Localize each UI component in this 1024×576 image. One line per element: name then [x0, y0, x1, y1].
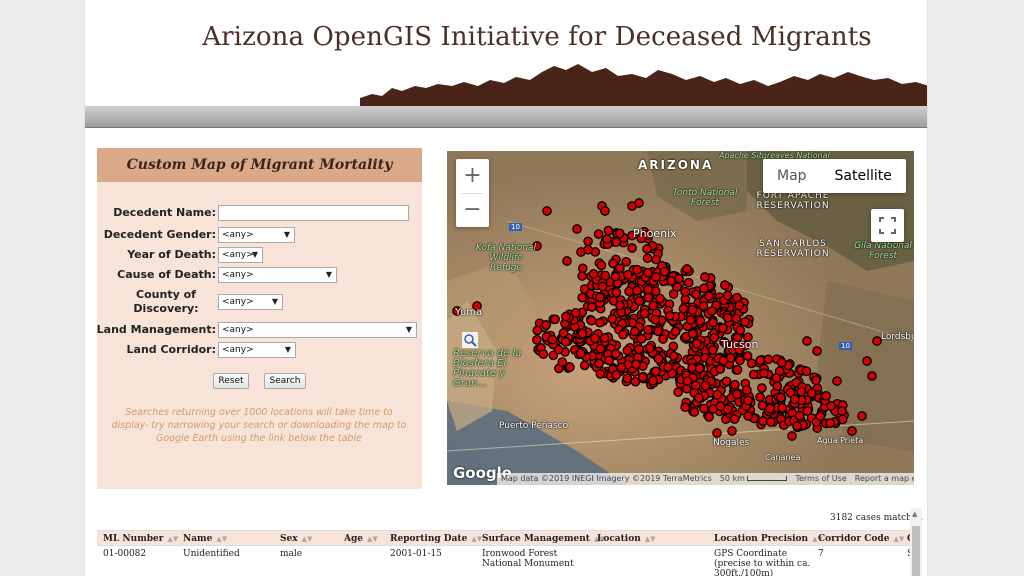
cases-count: 3182 cases matched: [830, 513, 924, 523]
label-fort-apache: FORT APACHE RESERVATION: [756, 191, 830, 211]
cause-of-death-label: Cause of Death:: [117, 268, 216, 281]
search-note: Searches returning over 1000 locations w…: [111, 407, 407, 444]
county-of-discovery-label: County of Discovery:: [133, 288, 199, 315]
migrant-markers: [452, 198, 882, 441]
column-name[interactable]: Name ▲▼: [183, 534, 228, 544]
search-button[interactable]: Search: [264, 373, 306, 389]
cell-surface-management: Ironwood Forest National Monument: [482, 549, 574, 569]
cell-location-precision: GPS Coordinate (precise to within ca. 30…: [714, 549, 811, 576]
label-tonto: Tonto National Forest: [672, 188, 738, 208]
land-corridor-row: Land Corridor: <any>: [97, 342, 422, 360]
column-corridor-code[interactable]: Corridor Code ▲▼: [818, 534, 905, 544]
report-map-error-link[interactable]: Report a map error: [854, 474, 914, 483]
panel-title: Custom Map of Migrant Mortality: [97, 148, 422, 182]
map-type-satellite-button[interactable]: Satellite: [834, 168, 892, 184]
magnify-icon[interactable]: [462, 332, 478, 348]
map-type-map-button[interactable]: Map: [777, 168, 807, 184]
cell-reporting-date: 2001-01-15: [390, 549, 442, 559]
column-ml-number[interactable]: ML Number ▲▼: [103, 534, 179, 544]
zoom-in-button[interactable]: +: [463, 163, 482, 188]
mortality-map[interactable]: ARIZONA Apache Sitgreaves National Tonto…: [447, 151, 914, 485]
fullscreen-button[interactable]: [871, 209, 904, 242]
zoom-out-button[interactable]: −: [463, 197, 482, 222]
year-of-death-row: Year of Death: <any>: [97, 247, 422, 265]
land-management-row: Land Management: <any>: [97, 322, 422, 340]
year-of-death-select[interactable]: <any>: [218, 247, 263, 263]
label-gila: Gila National Forest: [854, 241, 912, 261]
year-of-death-label: Year of Death:: [127, 248, 216, 261]
label-tucson: Tucson: [721, 338, 759, 351]
decedent-name-label: Decedent Name:: [113, 206, 216, 219]
zoom-control: + −: [456, 159, 489, 227]
map-data-attribution: Map data ©2019 INEGI Imagery ©2019 Terra…: [501, 474, 712, 483]
county-of-discovery-row: County of Discovery: <any>: [97, 288, 422, 315]
reset-button[interactable]: Reset: [213, 373, 249, 389]
scale-label: 50 km: [719, 474, 745, 483]
map-type-control: Map Satellite: [763, 159, 906, 193]
cell-name: Unidentified: [183, 549, 240, 559]
column-reporting-date[interactable]: Reporting Date ▲▼: [390, 534, 483, 544]
cell-sex: male: [280, 549, 303, 559]
land-management-label: Land Management:: [96, 323, 216, 336]
cause-of-death-row: Cause of Death: <any>: [97, 267, 422, 285]
label-arizona: ARIZONA: [638, 158, 714, 172]
label-phoenix: Phoenix: [633, 227, 677, 240]
label-yuma: Yuma: [455, 307, 483, 318]
label-apache-sitgreaves: Apache Sitgreaves National: [719, 151, 830, 160]
satellite-terrain: [447, 151, 914, 485]
label-cananea: Cananea: [765, 453, 801, 462]
label-kofa: Kofa National Wildlife Refuge: [475, 243, 537, 273]
land-management-select[interactable]: <any>: [218, 322, 417, 338]
nav-bar: [85, 106, 927, 128]
scroll-thumb[interactable]: [912, 526, 920, 576]
map-scale: 50 km: [716, 473, 792, 485]
land-corridor-label: Land Corridor:: [126, 343, 216, 356]
route-10-shield-icon: 10: [509, 223, 522, 231]
page: Arizona OpenGIS Initiative for Deceased …: [84, 0, 928, 576]
decedent-gender-label: Decedent Gender:: [103, 228, 216, 241]
route-10-shield-icon: 10: [839, 342, 852, 350]
site-title: Arizona OpenGIS Initiative for Deceased …: [202, 22, 872, 52]
cell-corridor-code: 7: [818, 549, 824, 559]
column-location[interactable]: Location ▲▼: [597, 534, 656, 544]
column-surface-management[interactable]: Surface Management ▲▼: [482, 534, 605, 544]
land-corridor-select[interactable]: <any>: [218, 342, 296, 358]
column-location-precision[interactable]: Location Precision ▲▼: [714, 534, 823, 544]
label-nogales: Nogales: [713, 438, 750, 448]
terms-of-use-link[interactable]: Terms of Use: [795, 474, 847, 483]
cause-of-death-select[interactable]: <any>: [218, 267, 337, 283]
label-agua-prieta: Agua Prieta: [817, 436, 864, 445]
zoom-separator: [461, 193, 484, 194]
decedent-name-row: Decedent Name:: [97, 205, 422, 223]
county-of-discovery-select[interactable]: <any>: [218, 294, 283, 310]
column-c[interactable]: C: [907, 531, 911, 547]
cell-ml-number: 01-00082: [103, 549, 147, 559]
decedent-name-input[interactable]: [218, 205, 409, 221]
site-header: Arizona OpenGIS Initiative for Deceased …: [85, 0, 927, 106]
mountain-silhouette-icon: [360, 64, 927, 106]
column-sex[interactable]: Sex ▲▼: [280, 534, 313, 544]
label-reserva: Reserva de la Biosfera El Pinacate y Gra…: [453, 348, 522, 389]
label-puerto-penasco: Puerto Peñasco: [499, 421, 569, 431]
fullscreen-icon: [879, 217, 896, 234]
label-lordsburg: Lordsbu: [881, 332, 914, 342]
cell-c: S: [907, 549, 911, 559]
decedent-gender-select[interactable]: <any>: [218, 227, 295, 243]
table-header: ML Number ▲▼ Name ▲▼ Sex ▲▼ Age ▲▼ Reporting…: [97, 530, 911, 546]
results-table: ML Number ▲▼ Name ▲▼ Sex ▲▼ Age ▲▼ Reporting…: [97, 530, 911, 576]
decedent-gender-row: Decedent Gender: <any>: [97, 227, 422, 245]
search-panel: Custom Map of Migrant Mortality Decedent…: [97, 148, 422, 489]
column-age[interactable]: Age ▲▼: [344, 534, 378, 544]
map-attribution: Map data ©2019 INEGI Imagery ©2019 Terra…: [497, 473, 914, 485]
label-san-carlos: SAN CARLOS RESERVATION: [756, 239, 830, 259]
results-scrollbar[interactable]: ▲: [910, 508, 922, 576]
scroll-up-icon[interactable]: ▲: [912, 510, 918, 518]
